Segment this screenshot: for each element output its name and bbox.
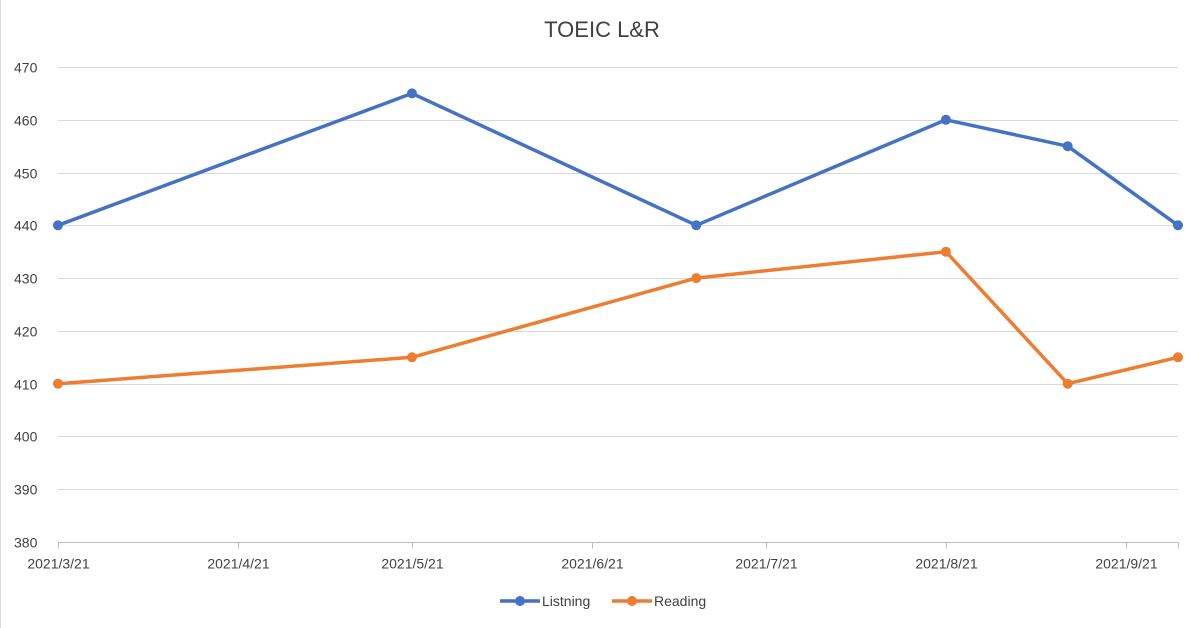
x-tick-label: 2021/6/21	[561, 556, 623, 572]
series-lines	[53, 88, 1183, 389]
x-tick-label: 2021/8/21	[915, 556, 977, 572]
x-tick-label: 2021/7/21	[735, 556, 797, 572]
y-axis-ticks: 380 390 400 410 420 430 440 450 460 470	[14, 60, 38, 551]
x-axis: 2021/3/21 2021/4/21 2021/5/21 2021/6/21 2021…	[27, 542, 1179, 572]
x-tick-label: 2021/5/21	[381, 556, 443, 572]
x-tick-label: 2021/3/21	[27, 556, 89, 572]
chart-title: TOEIC L&R	[544, 17, 660, 42]
data-point	[940, 114, 951, 125]
data-point	[53, 378, 63, 389]
y-tick-label: 390	[14, 482, 38, 498]
y-tick-label: 430	[14, 271, 38, 287]
data-point	[53, 220, 63, 231]
legend-label: Reading	[654, 593, 706, 609]
x-tick-label: 2021/4/21	[207, 556, 269, 572]
legend-entry-reading: Reading	[612, 593, 706, 609]
data-point	[407, 88, 417, 99]
series-reading	[53, 246, 1183, 389]
y-tick-label: 460	[14, 113, 38, 129]
y-tick-label: 410	[14, 377, 38, 393]
x-tick-label: 2021/9/21	[1095, 556, 1157, 572]
data-point	[1173, 352, 1183, 363]
series-line-listning	[56, 91, 1180, 228]
series-listning	[53, 88, 1183, 231]
data-point	[691, 273, 702, 284]
y-tick-label: 380	[14, 535, 38, 551]
data-point	[691, 220, 702, 231]
y-tick-label: 470	[14, 60, 38, 76]
gridlines	[58, 67, 1178, 490]
series-line-reading	[56, 249, 1180, 386]
data-point	[1173, 220, 1183, 231]
data-point	[1062, 378, 1073, 389]
data-point	[1062, 141, 1073, 152]
legend-marker	[515, 596, 525, 606]
data-point	[940, 246, 951, 257]
y-tick-label: 420	[14, 324, 38, 340]
legend-marker	[627, 596, 637, 606]
y-tick-label: 450	[14, 166, 38, 182]
y-tick-label: 400	[14, 429, 38, 445]
legend-entry-listning: Listning	[500, 593, 590, 609]
legend: Listning Reading	[500, 593, 706, 609]
y-tick-label: 440	[14, 218, 38, 234]
data-point	[407, 352, 417, 363]
legend-label: Listning	[542, 593, 590, 609]
